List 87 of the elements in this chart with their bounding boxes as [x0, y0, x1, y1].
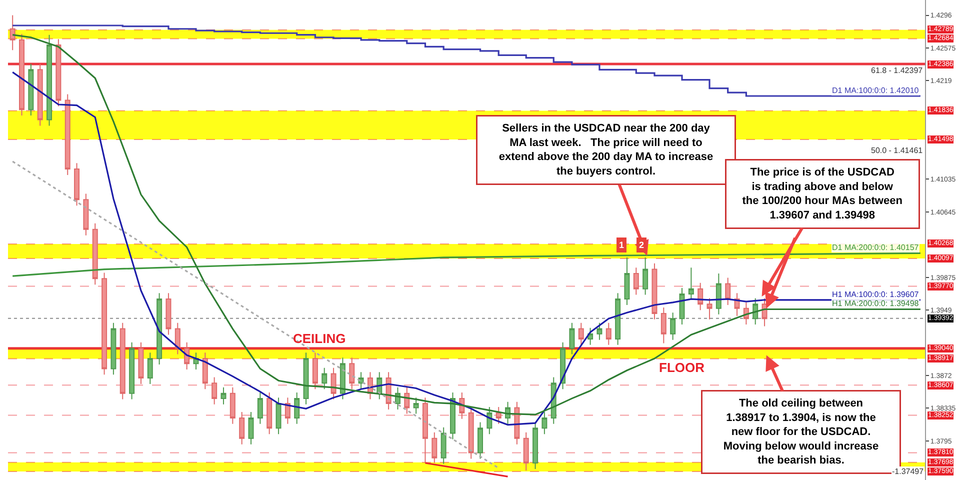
candlestick	[569, 322, 575, 355]
candlestick	[514, 401, 520, 445]
annotation: 2	[639, 240, 644, 250]
candlestick	[74, 162, 80, 206]
candlestick	[294, 392, 300, 424]
candlestick	[542, 412, 548, 435]
candlestick	[257, 392, 263, 424]
candlestick	[202, 352, 208, 390]
candlestick	[478, 422, 483, 460]
candlestick	[606, 322, 612, 346]
candlestick	[10, 14, 16, 51]
candlestick	[102, 272, 108, 376]
candlestick	[660, 307, 666, 344]
candlestick	[716, 273, 722, 315]
annotation: 50.0 - 1.41461	[871, 146, 924, 155]
candlestick	[129, 342, 135, 400]
candlestick	[248, 412, 254, 445]
candlestick	[725, 277, 731, 306]
annotation: Sellers in the USDCAD near the 200 day MA last week. The price will need to extend above the 200 day MA to increase the buyers control.	[498, 122, 714, 178]
candlestick	[28, 63, 34, 116]
candlestick	[330, 367, 336, 400]
annotation: The price is of the USDCAD is trading above and below the 100/200 hour MAs between 1.39607 and 1.39498	[742, 166, 903, 222]
candlestick	[212, 376, 218, 405]
annotation: FLOOR	[659, 360, 706, 375]
candlestick	[147, 352, 153, 384]
candlestick	[404, 386, 410, 414]
candlestick	[698, 282, 704, 311]
candlestick	[220, 386, 226, 405]
series-label: D1 MA:100:0:0: 1.42010	[832, 86, 920, 95]
candlestick	[46, 34, 52, 126]
candlestick	[688, 267, 694, 300]
annotation: 61.8 - 1.42397	[871, 66, 924, 75]
line-series	[12, 252, 922, 277]
candlestick	[37, 63, 43, 126]
candlestick	[358, 372, 364, 390]
candlestick	[432, 432, 438, 464]
candlestick	[174, 322, 180, 355]
candlestick	[422, 397, 428, 464]
annotation: -1.37497	[892, 467, 924, 476]
candlestick	[110, 322, 116, 376]
candlestick	[588, 327, 594, 346]
candlestick	[486, 406, 492, 435]
annotation: The old ceiling between 1.38917 to 1.3904, is now the new floor for the USDCAD. Moving below would increase the bearish bias.	[723, 398, 879, 467]
candlestick	[652, 262, 658, 320]
candlestick	[138, 342, 144, 384]
candlestick	[413, 397, 419, 414]
candlestick	[193, 352, 199, 370]
candlestick	[752, 298, 758, 326]
candlestick	[156, 292, 162, 365]
candlestick	[312, 352, 318, 390]
candlestick	[624, 256, 630, 306]
candlestick	[276, 397, 282, 435]
series-label: D1 MA:200:0:0: 1.40157	[832, 243, 920, 252]
candlestick	[578, 322, 584, 346]
candlestick	[615, 292, 621, 346]
series-label: H1 MA:200:0:0: 1.39498	[832, 299, 920, 308]
annotation: 1	[619, 240, 624, 250]
candlestick	[532, 422, 538, 470]
candlestick	[523, 432, 529, 472]
candlestick	[266, 392, 272, 435]
candlestick	[230, 386, 236, 424]
candlestick	[166, 292, 172, 336]
candlestick	[19, 33, 24, 116]
candlestick	[239, 412, 245, 445]
candlestick	[322, 367, 328, 390]
candlestick	[340, 357, 346, 400]
candlestick	[303, 352, 309, 405]
candlestick	[83, 193, 89, 236]
candlestick	[450, 392, 456, 440]
candlestick	[284, 397, 290, 424]
series-label: H1 MA:100:0:0: 1.39607	[832, 290, 920, 299]
candlestick	[64, 94, 70, 176]
candlestick	[120, 322, 126, 400]
candlestick	[349, 357, 355, 390]
candlestick	[560, 342, 566, 390]
candlestick	[706, 298, 712, 320]
number-badge: 2	[636, 238, 646, 252]
candlestick	[642, 256, 648, 296]
annotation: CEILING	[293, 331, 346, 346]
candlestick	[56, 38, 62, 107]
candlestick	[670, 312, 676, 340]
candlestick	[92, 222, 98, 286]
candlestick	[496, 406, 502, 424]
candlestick	[633, 267, 639, 296]
number-badge: 1	[616, 238, 626, 252]
candlestick	[440, 426, 446, 464]
candlestick	[596, 322, 602, 340]
